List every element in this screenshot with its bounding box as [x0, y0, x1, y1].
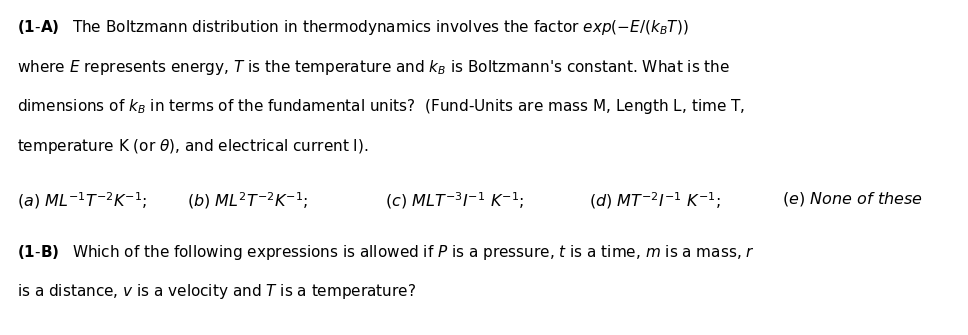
Text: $\mathit{(e)\ None\ of\ these}$: $\mathit{(e)\ None\ of\ these}$ — [782, 190, 923, 208]
Text: where $\mathit{E}$ represents energy, $\mathit{T}$ is the temperature and $k_{\m: where $\mathit{E}$ represents energy, $\… — [17, 58, 731, 77]
Text: $\mathit{(d)\ MT^{-2}I^{-1}\ K^{-1};}$: $\mathit{(d)\ MT^{-2}I^{-1}\ K^{-1};}$ — [589, 190, 720, 211]
Text: The Boltzmann distribution in thermodynamics involves the factor $\mathit{exp}(-: The Boltzmann distribution in thermodyna… — [72, 18, 688, 38]
Text: $\mathit{(c)\ MLT^{-3}I^{-1}\ K^{-1};}$: $\mathit{(c)\ MLT^{-3}I^{-1}\ K^{-1};}$ — [385, 190, 525, 211]
Text: $\mathbf{(1\text{-}A)}$: $\mathbf{(1\text{-}A)}$ — [17, 18, 60, 37]
Text: $\mathit{(a)\ ML^{-1}T^{-2}K^{-1};}$: $\mathit{(a)\ ML^{-1}T^{-2}K^{-1};}$ — [17, 190, 148, 211]
Text: is a distance, $\mathit{v}$ is a velocity and $\mathit{T}$ is a temperature?: is a distance, $\mathit{v}$ is a velocit… — [17, 282, 416, 302]
Text: $\mathit{(b)\ ML^{2}T^{-2}K^{-1};}$: $\mathit{(b)\ ML^{2}T^{-2}K^{-1};}$ — [187, 190, 308, 211]
Text: $\mathbf{(1\text{-}B)}$: $\mathbf{(1\text{-}B)}$ — [17, 243, 60, 261]
Text: Which of the following expressions is allowed if $\mathit{P}$ is a pressure, $\m: Which of the following expressions is al… — [72, 243, 754, 262]
Text: dimensions of $k_{\mathit{B}}$ in terms of the fundamental units?  (Fund-Units a: dimensions of $k_{\mathit{B}}$ in terms … — [17, 97, 745, 117]
Text: temperature K (or $\theta$), and electrical current I).: temperature K (or $\theta$), and electri… — [17, 137, 369, 156]
